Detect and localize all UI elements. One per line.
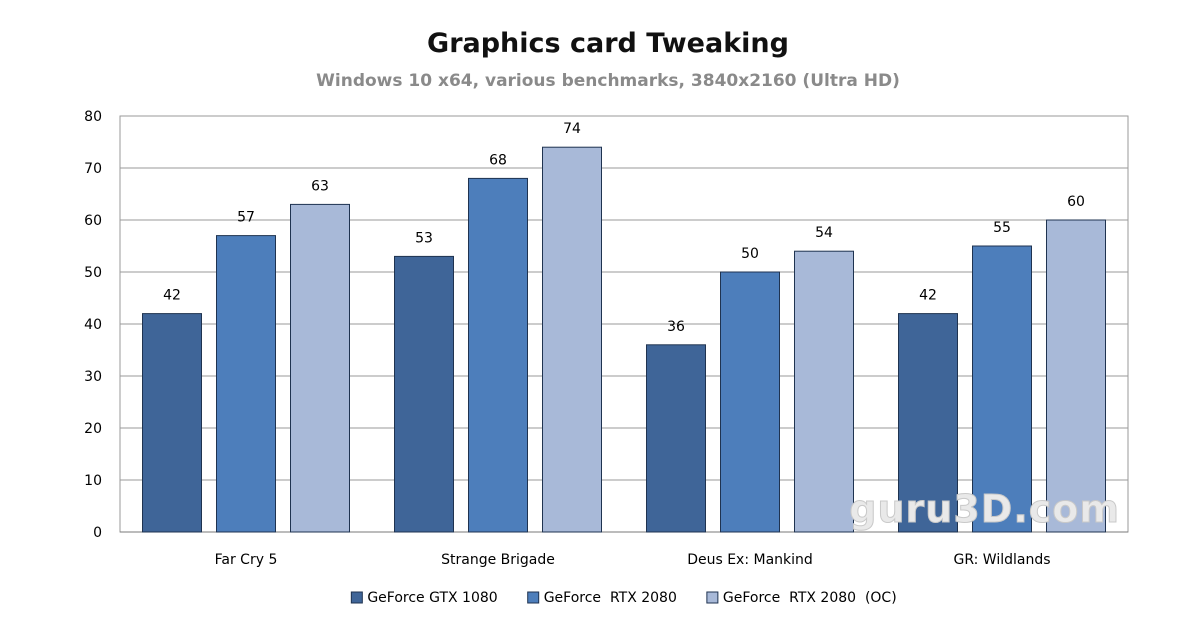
- data-label: 60: [1067, 194, 1085, 210]
- data-label: 63: [311, 178, 329, 194]
- y-tick-label: 0: [93, 525, 102, 541]
- bar: [290, 203, 350, 533]
- legend: GeForce GTX 1080 GeForce RTX 2080 GeForce …: [350, 590, 897, 606]
- data-label: 55: [993, 220, 1011, 236]
- y-tick-label: 30: [84, 369, 102, 385]
- y-tick-label: 40: [84, 317, 102, 333]
- bar: [898, 313, 958, 533]
- x-tick-label: GR: Wildlands: [953, 552, 1050, 568]
- legend-swatch: [527, 591, 540, 604]
- data-label: 53: [415, 230, 433, 246]
- legend-item: GeForce RTX 2080 (OC): [706, 590, 897, 606]
- x-tick-label: Deus Ex: Mankind: [687, 552, 813, 568]
- y-tick-label: 80: [84, 109, 102, 125]
- data-label: 74: [563, 121, 581, 137]
- data-label: 36: [667, 319, 685, 335]
- data-label: 42: [163, 288, 181, 304]
- legend-item: GeForce GTX 1080: [350, 590, 498, 606]
- y-tick-label: 20: [84, 421, 102, 437]
- data-label: 57: [237, 210, 255, 226]
- y-tick-label: 60: [84, 213, 102, 229]
- bar: [1046, 219, 1106, 533]
- bar: [720, 271, 780, 533]
- bar: [142, 313, 202, 533]
- bar: [216, 235, 276, 533]
- bar: [468, 177, 528, 533]
- data-label: 68: [489, 152, 507, 168]
- legend-label: GeForce RTX 2080: [544, 590, 677, 606]
- data-label: 54: [815, 225, 833, 241]
- bar: [394, 255, 454, 533]
- bar: [972, 245, 1032, 533]
- x-tick-label: Strange Brigade: [441, 552, 555, 568]
- legend-swatch: [706, 591, 719, 604]
- legend-swatch: [350, 591, 363, 604]
- plot-area: 0 10 20 30 40 50 60 70 80 42 57 63 Far Cry 5 53 68 74 St…: [84, 109, 1129, 568]
- chart-subtitle: Windows 10 x64, various benchmarks, 3840…: [316, 71, 900, 91]
- chart-title: Graphics card Tweaking: [427, 28, 789, 59]
- bar: [794, 250, 854, 533]
- legend-label: GeForce RTX 2080 (OC): [723, 590, 897, 606]
- legend-label: GeForce GTX 1080: [367, 590, 497, 606]
- y-tick-label: 50: [84, 265, 102, 281]
- bar: [646, 344, 706, 533]
- bar: [542, 146, 602, 533]
- data-label: 42: [919, 288, 937, 304]
- y-tick-label: 70: [84, 161, 102, 177]
- watermark-logo: guru3D.com: [849, 487, 1120, 531]
- legend-item: GeForce RTX 2080: [527, 590, 677, 606]
- x-tick-label: Far Cry 5: [215, 552, 278, 568]
- y-tick-label: 10: [84, 473, 102, 489]
- data-label: 50: [741, 246, 759, 262]
